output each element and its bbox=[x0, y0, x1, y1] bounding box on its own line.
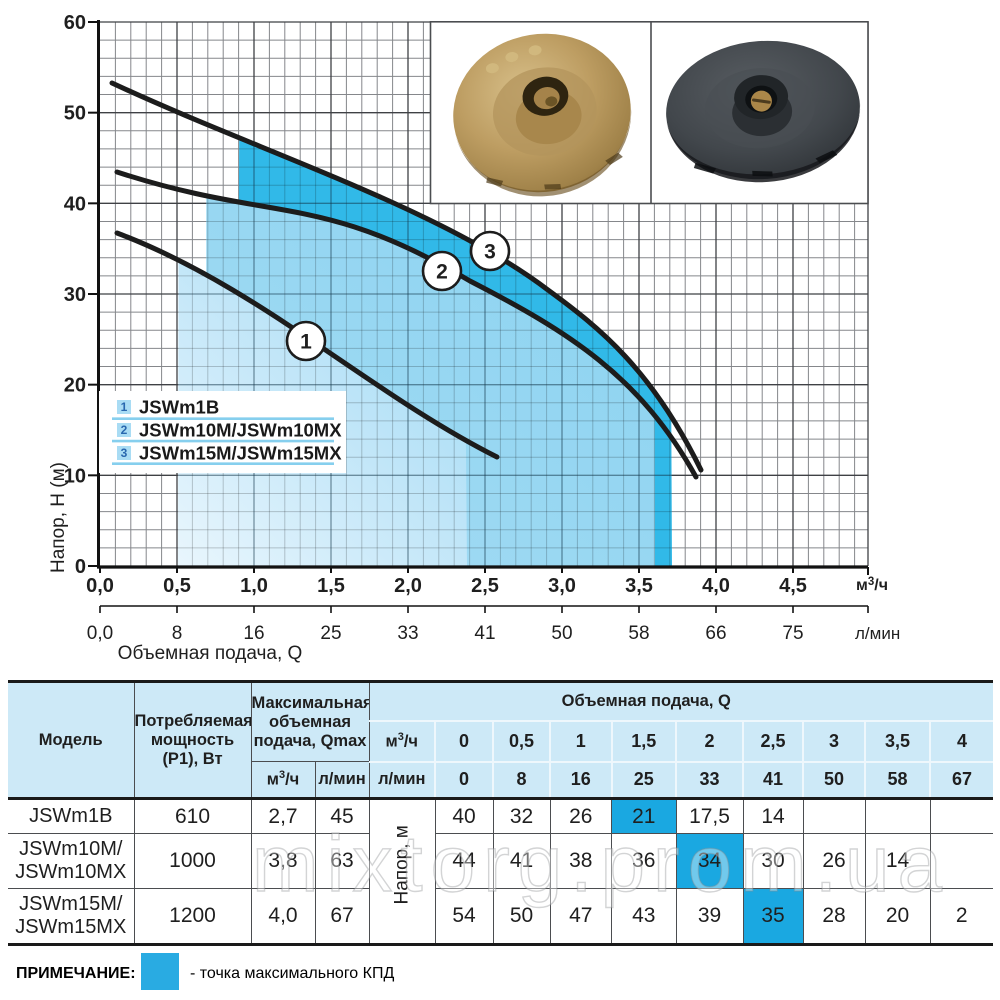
svg-text:4,0: 4,0 bbox=[702, 575, 730, 597]
svg-text:0,0: 0,0 bbox=[86, 575, 114, 597]
svg-text:JSWm1B: JSWm1B bbox=[139, 397, 219, 418]
svg-text:3: 3 bbox=[121, 446, 128, 460]
svg-text:3,0: 3,0 bbox=[548, 575, 576, 597]
svg-text:58: 58 bbox=[628, 623, 649, 644]
svg-text:Напор, Н (м): Напор, Н (м) bbox=[48, 462, 69, 573]
svg-text:JSWm15M/JSWm15MX: JSWm15M/JSWm15MX bbox=[139, 443, 342, 464]
svg-text:0,5: 0,5 bbox=[163, 575, 191, 597]
svg-text:л/мин: л/мин bbox=[855, 624, 900, 643]
svg-text:60: 60 bbox=[64, 12, 86, 34]
svg-text:0,0: 0,0 bbox=[87, 623, 113, 644]
svg-text:41: 41 bbox=[474, 623, 495, 644]
svg-text:4,5: 4,5 bbox=[779, 575, 807, 597]
svg-text:JSWm10M/JSWm10MX: JSWm10M/JSWm10MX bbox=[139, 420, 342, 441]
svg-text:16: 16 bbox=[243, 623, 264, 644]
svg-text:66: 66 bbox=[705, 623, 726, 644]
svg-text:20: 20 bbox=[64, 375, 86, 397]
svg-text:50: 50 bbox=[64, 103, 86, 125]
svg-text:3,5: 3,5 bbox=[625, 575, 653, 597]
svg-text:10: 10 bbox=[64, 465, 86, 487]
svg-text:м3/ч: м3/ч bbox=[856, 576, 888, 594]
svg-text:1,0: 1,0 bbox=[240, 575, 268, 597]
svg-text:30: 30 bbox=[64, 284, 86, 306]
svg-text:Объемная подача, Q: Объемная подача, Q bbox=[118, 643, 303, 664]
svg-text:33: 33 bbox=[397, 623, 418, 644]
svg-text:2,0: 2,0 bbox=[394, 575, 422, 597]
svg-text:8: 8 bbox=[172, 623, 183, 644]
svg-text:2,5: 2,5 bbox=[471, 575, 499, 597]
svg-text:3: 3 bbox=[484, 241, 496, 264]
svg-text:2: 2 bbox=[436, 261, 448, 284]
svg-text:50: 50 bbox=[551, 623, 572, 644]
svg-text:1: 1 bbox=[300, 331, 312, 354]
svg-text:75: 75 bbox=[782, 623, 803, 644]
svg-text:2: 2 bbox=[121, 423, 128, 437]
svg-text:1,5: 1,5 bbox=[317, 575, 345, 597]
svg-text:25: 25 bbox=[320, 623, 341, 644]
svg-text:0: 0 bbox=[75, 556, 86, 578]
svg-text:40: 40 bbox=[64, 193, 86, 215]
svg-text:1: 1 bbox=[121, 400, 128, 414]
